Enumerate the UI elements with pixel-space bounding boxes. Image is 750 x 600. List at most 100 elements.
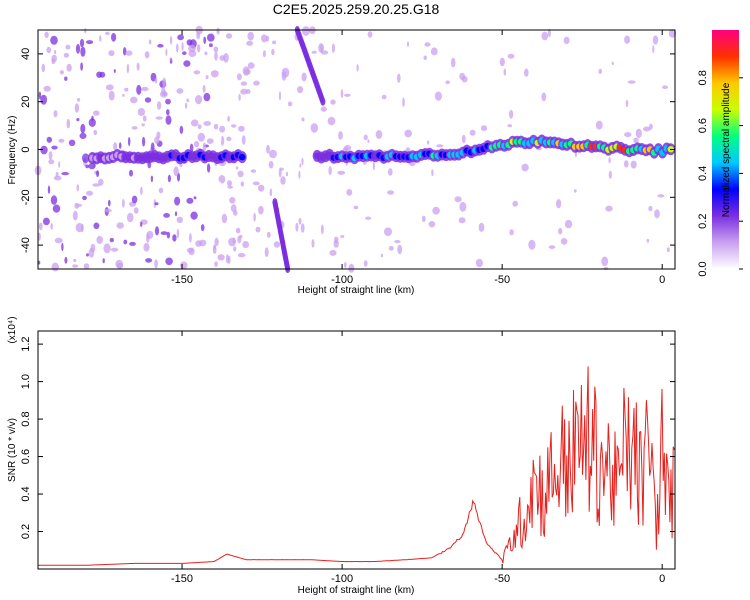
noise-speckle: [654, 209, 660, 219]
noise-speckle: [214, 237, 219, 247]
noise-speckle: [424, 42, 431, 47]
noise-speckle: [133, 207, 139, 214]
noise-speckle: [206, 163, 211, 173]
noise-speckle: [208, 43, 213, 48]
noise-speckle: [51, 145, 58, 150]
noise-speckle: [428, 221, 436, 228]
noise-speckle: [155, 116, 163, 120]
noise-speckle: [608, 157, 611, 164]
noise-speckle: [125, 50, 133, 56]
noise-speckle: [38, 91, 42, 100]
noise-speckle: [635, 128, 642, 139]
noise-speckle: [459, 72, 466, 81]
noise-speckle: [76, 98, 81, 102]
noise-speckle: [384, 227, 392, 236]
noise-speckle: [58, 161, 61, 168]
noise-speckle: [340, 89, 344, 99]
noise-speckle: [556, 199, 562, 209]
interference-streak: [320, 97, 326, 106]
noise-speckle: [50, 35, 58, 45]
noise-speckle: [93, 129, 98, 136]
noise-speckle: [363, 260, 368, 267]
y-tick-label: -40: [20, 237, 32, 253]
noise-speckle: [338, 131, 343, 140]
noise-speckle: [524, 68, 529, 77]
noise-speckle: [214, 80, 220, 85]
noise-speckle: [320, 43, 323, 53]
noise-speckle: [367, 31, 373, 38]
noise-speckle: [512, 200, 518, 207]
noise-speckle: [381, 94, 387, 100]
noise-speckle: [197, 124, 202, 130]
noise-speckle: [233, 246, 237, 252]
noise-speckle: [140, 186, 143, 195]
noise-speckle: [271, 48, 275, 56]
noise-speckle: [541, 92, 547, 102]
noise-speckle: [122, 198, 125, 208]
noise-speckle: [154, 136, 160, 144]
chart-title: C2E5.2025.259.20.25.G18: [273, 1, 440, 17]
noise-speckle: [236, 73, 242, 81]
noise-speckle: [344, 261, 347, 269]
noise-speckle: [436, 144, 444, 148]
noise-speckle: [214, 187, 220, 191]
noise-speckle: [223, 53, 229, 63]
noise-speckle: [200, 224, 205, 232]
noise-speckle: [228, 237, 237, 247]
noise-speckle: [144, 97, 152, 103]
noise-speckle: [348, 263, 355, 273]
noise-speckle: [84, 28, 87, 34]
noise-speckle: [273, 97, 277, 106]
noise-speckle: [166, 231, 171, 239]
noise-speckle: [624, 132, 632, 138]
noise-speckle: [179, 125, 184, 134]
noise-speckle: [113, 142, 118, 151]
noise-speckle: [240, 181, 244, 187]
noise-speckle: [627, 80, 636, 84]
noise-speckle: [217, 254, 225, 261]
noise-speckle: [298, 170, 301, 179]
noise-speckle: [260, 152, 265, 162]
noise-speckle: [214, 261, 218, 267]
noise-speckle: [598, 68, 603, 74]
noise-speckle: [86, 190, 93, 196]
noise-speckle: [380, 253, 384, 258]
noise-speckle: [186, 98, 190, 103]
noise-speckle: [255, 226, 261, 233]
noise-speckle: [99, 35, 102, 42]
noise-speckle: [93, 110, 100, 116]
noise-speckle: [353, 205, 359, 210]
noise-speckle: [225, 254, 230, 264]
noise-speckle: [311, 239, 315, 248]
noise-speckle: [388, 245, 394, 251]
noise-speckle: [226, 136, 232, 142]
noise-speckle: [79, 38, 85, 48]
noise-speckle: [91, 115, 94, 121]
noise-speckle: [253, 212, 256, 222]
noise-speckle: [189, 233, 192, 243]
noise-speckle: [507, 53, 515, 59]
noise-speckle: [469, 129, 476, 136]
y-tick-label: 40: [20, 48, 32, 60]
noise-speckle: [172, 234, 177, 242]
noise-speckle: [38, 222, 43, 231]
noise-speckle: [109, 237, 115, 243]
noise-speckle: [77, 89, 84, 98]
noise-speckle: [218, 175, 226, 184]
noise-speckle: [76, 118, 80, 122]
noise-speckle: [445, 80, 451, 85]
noise-speckle: [666, 247, 670, 253]
noise-speckle: [46, 136, 52, 143]
noise-speckle: [54, 237, 63, 244]
noise-speckle: [176, 43, 179, 53]
noise-speckle: [52, 204, 61, 213]
noise-speckle: [88, 162, 96, 170]
noise-speckle: [430, 47, 438, 56]
noise-speckle: [450, 57, 456, 68]
noise-speckle: [154, 202, 159, 206]
noise-speckle: [40, 145, 48, 155]
noise-speckle: [176, 216, 183, 223]
noise-speckle: [41, 31, 44, 41]
noise-speckle: [262, 50, 266, 58]
noise-speckle: [61, 172, 70, 176]
